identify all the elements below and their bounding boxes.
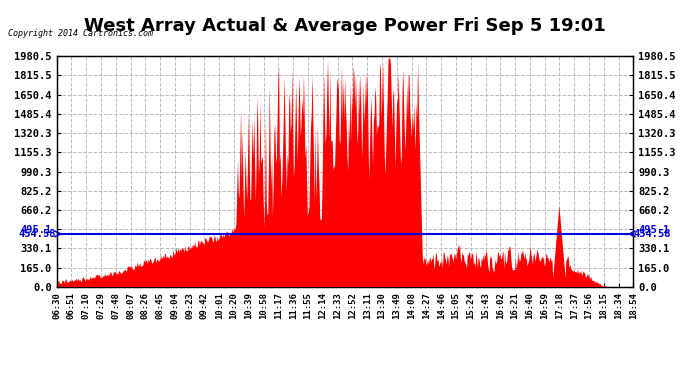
- Text: West Array  (DC Watts): West Array (DC Watts): [551, 25, 680, 34]
- Text: West Array Actual & Average Power Fri Sep 5 19:01: West Array Actual & Average Power Fri Se…: [84, 17, 606, 35]
- Text: Average  (DC Watts): Average (DC Watts): [429, 25, 540, 34]
- Text: 454.58: 454.58: [634, 229, 671, 239]
- Text: 454.58: 454.58: [19, 229, 56, 239]
- Text: Copyright 2014 Cartronics.com: Copyright 2014 Cartronics.com: [8, 28, 153, 38]
